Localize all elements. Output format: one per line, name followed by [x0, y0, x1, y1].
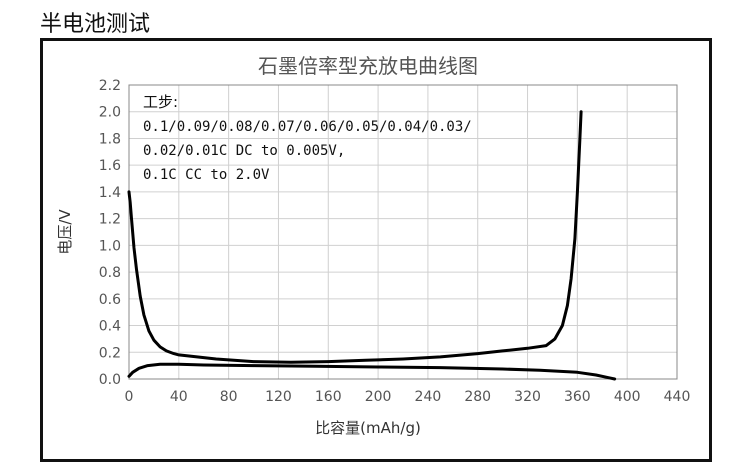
y-tick-label: 2.0	[99, 105, 121, 121]
y-axis-label: 电压/V	[56, 209, 74, 255]
annotation-line-1: 工步:	[143, 93, 178, 111]
chart-title: 石墨倍率型充放电曲线图	[258, 54, 478, 78]
series-lines	[127, 110, 617, 381]
x-tick-label: 160	[315, 389, 342, 405]
chart: 石墨倍率型充放电曲线图 0 40 80 120 160 200 240 280 320 360 40…	[56, 54, 691, 437]
x-tick-label: 240	[415, 389, 442, 405]
y-tick-label: 1.8	[99, 131, 121, 147]
x-tick-label: 320	[514, 389, 541, 405]
y-tick-label: 0.2	[99, 345, 121, 361]
x-tick-label: 440	[664, 389, 691, 405]
procedure-annotation: 工步: 0.1/0.09/0.08/0.07/0.06/0.05/0.04/0.…	[143, 93, 472, 183]
x-tick-labels: 0 40 80 120 160 200 240 280 320 360 400 440	[125, 389, 691, 405]
x-tick-label: 200	[365, 389, 392, 405]
y-tick-label: 1.0	[99, 238, 121, 254]
y-tick-label: 0.0	[99, 372, 121, 388]
plot-area	[128, 84, 678, 380]
x-tick-label: 40	[170, 389, 188, 405]
x-tick-label: 80	[220, 389, 238, 405]
y-tick-label: 0.8	[99, 265, 121, 281]
y-tick-label: 1.2	[99, 212, 121, 228]
annotation-line-4: 0.1C CC to 2.0V	[143, 167, 270, 183]
y-tick-label: 1.4	[99, 185, 121, 201]
chart-frame: 石墨倍率型充放电曲线图 0 40 80 120 160 200 240 280 320 360 40…	[40, 38, 712, 462]
y-tick-labels: 0.0 0.2 0.4 0.6 0.8 1.0 1.2 1.4 1.6 1.8 2.0 2.2	[99, 78, 121, 388]
y-tick-label: 1.6	[99, 158, 121, 174]
x-axis-label: 比容量(mAh/g)	[315, 419, 421, 437]
x-tick-label: 400	[614, 389, 641, 405]
annotation-line-3: 0.02/0.01C DC to 0.005V,	[143, 143, 345, 159]
y-tick-label: 0.4	[99, 319, 121, 335]
x-tick-label: 0	[125, 389, 134, 405]
y-tick-label: 0.6	[99, 292, 121, 308]
series-line-2	[127, 362, 617, 381]
page-title: 半电池测试	[40, 12, 151, 37]
y-tick-label: 2.2	[99, 78, 121, 94]
annotation-line-2: 0.1/0.09/0.08/0.07/0.06/0.05/0.04/0.03/	[143, 119, 472, 135]
x-tick-label: 360	[564, 389, 591, 405]
x-tick-label: 280	[464, 389, 491, 405]
x-tick-label: 120	[265, 389, 292, 405]
series-line-1	[127, 110, 583, 364]
